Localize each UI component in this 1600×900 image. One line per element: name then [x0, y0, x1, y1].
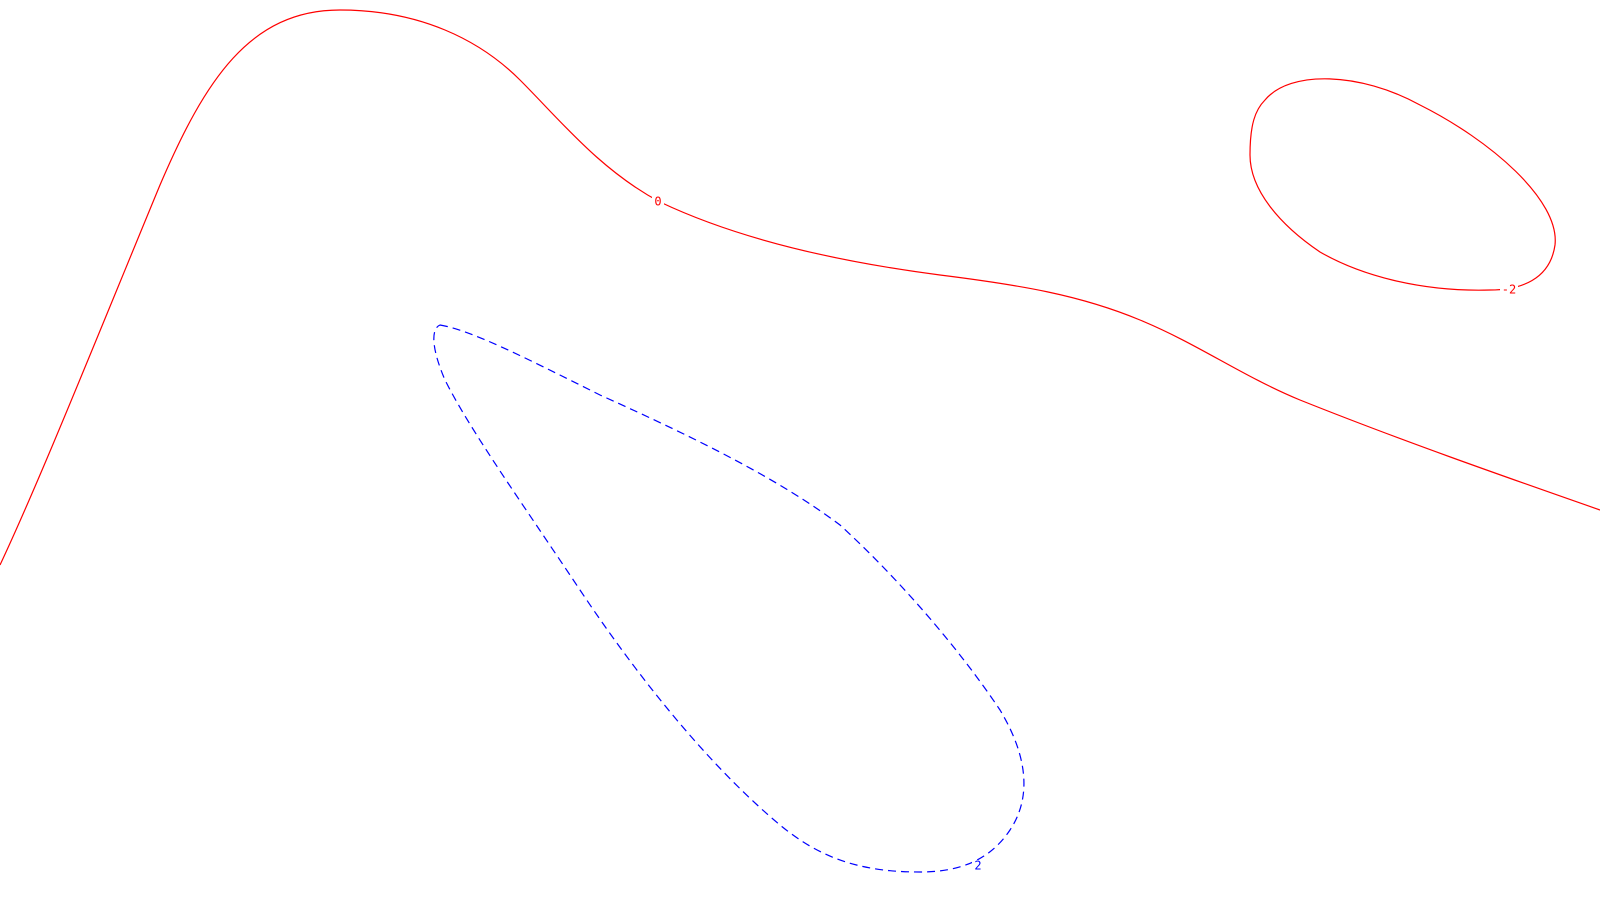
- contour-label-level-pos2: 2: [972, 859, 984, 873]
- contour-label-level-neg2-text: -2: [1502, 283, 1516, 297]
- contour-label-level-0-text: 0: [654, 195, 661, 209]
- contour-line-level-pos2: [433, 324, 1025, 873]
- contour-label-level-neg2: -2: [1500, 283, 1518, 297]
- contour-label-level-pos2-text: 2: [974, 859, 981, 873]
- contour-label-level-0: 0: [652, 195, 664, 209]
